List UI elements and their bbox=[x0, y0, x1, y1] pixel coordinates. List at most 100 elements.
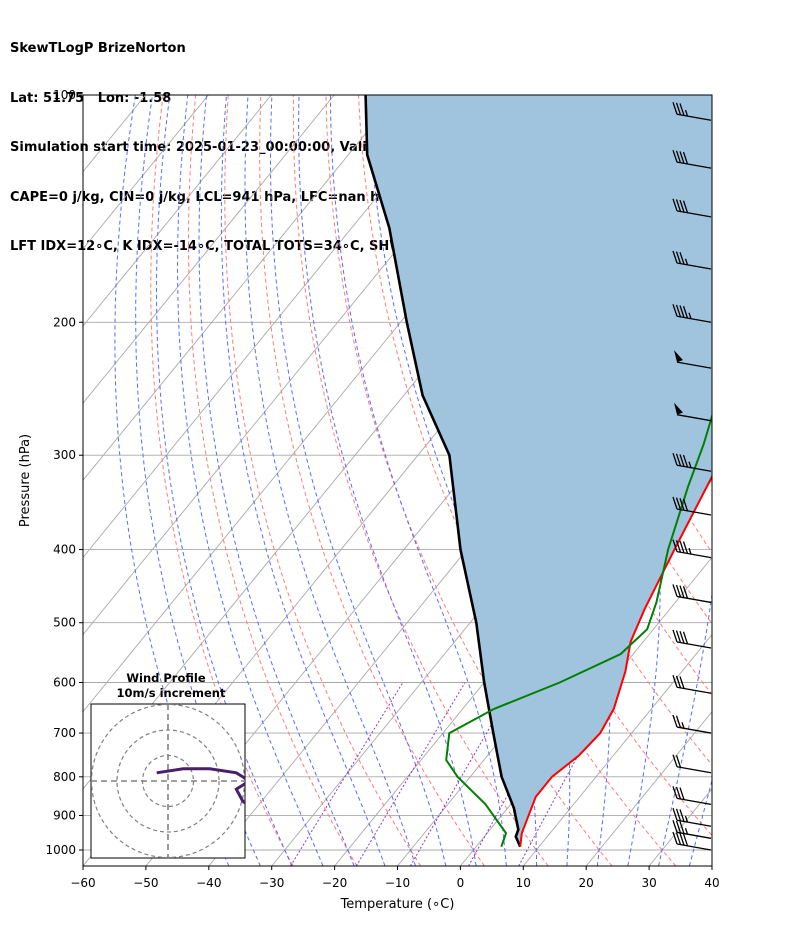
barb-shaft bbox=[676, 831, 712, 839]
barb-feather bbox=[672, 786, 678, 799]
barb-shaft bbox=[676, 595, 712, 604]
barb-shaft bbox=[676, 551, 712, 559]
wind-barb bbox=[672, 539, 712, 559]
barb-feather bbox=[672, 539, 678, 552]
x-tick-label: −40 bbox=[196, 876, 221, 890]
isotherm-line bbox=[585, 710, 712, 866]
moist-adiabat bbox=[720, 95, 794, 866]
barb-shaft bbox=[676, 361, 712, 369]
dry-adiabat bbox=[292, 95, 549, 866]
barb-feather bbox=[675, 755, 682, 768]
moist-adiabat bbox=[198, 95, 355, 866]
barb-feather bbox=[675, 199, 682, 212]
barb-shaft bbox=[676, 766, 712, 774]
y-tick-label: 500 bbox=[53, 616, 76, 630]
location-line: Lat: 51.75 Lon: -1.58 bbox=[10, 90, 172, 106]
temperature-line bbox=[519, 474, 712, 847]
isotherm-line bbox=[83, 95, 335, 404]
barb-half-feather bbox=[684, 258, 689, 266]
barb-feather bbox=[675, 820, 682, 834]
wind-barb bbox=[672, 198, 712, 218]
barb-shaft bbox=[676, 508, 712, 516]
barb-feather bbox=[682, 833, 689, 847]
x-tick-label: 0 bbox=[457, 876, 465, 890]
moist-adiabat bbox=[298, 95, 477, 866]
hodograph-plot bbox=[91, 704, 245, 858]
barb-feather bbox=[672, 304, 678, 317]
isotherm-line bbox=[711, 865, 712, 866]
barb-feather bbox=[679, 103, 685, 116]
barb-half-feather bbox=[684, 827, 689, 835]
barb-feather bbox=[679, 630, 685, 644]
barb-feather bbox=[675, 251, 682, 264]
x-tick-label: 30 bbox=[641, 876, 656, 890]
moist-adiabat bbox=[270, 95, 447, 866]
barb-feather bbox=[672, 584, 678, 597]
mixing-ratio-line bbox=[290, 682, 404, 866]
barb-feather bbox=[672, 675, 678, 688]
barb-feather bbox=[682, 586, 689, 599]
barb-half-feather bbox=[688, 547, 692, 555]
wind-barb bbox=[672, 675, 712, 694]
isotherm-line bbox=[83, 95, 209, 250]
barb-feather bbox=[672, 149, 678, 163]
barb-feather bbox=[672, 831, 678, 845]
barb-feather bbox=[682, 498, 689, 512]
barb-feather bbox=[682, 541, 689, 554]
wind-barb bbox=[672, 102, 712, 121]
barb-feather bbox=[679, 809, 685, 822]
barb-shaft bbox=[676, 210, 712, 218]
barb-feather bbox=[672, 754, 678, 767]
barb-feather bbox=[679, 252, 685, 265]
y-tick-label: 900 bbox=[53, 808, 76, 822]
x-tick-label: −10 bbox=[385, 876, 410, 890]
y-tick-label: 600 bbox=[53, 676, 76, 690]
isotherm-line bbox=[775, 95, 794, 866]
barb-half-feather bbox=[684, 109, 689, 117]
barb-shaft bbox=[676, 843, 712, 851]
isotherm-line bbox=[83, 95, 398, 481]
dry-adiabat bbox=[717, 95, 794, 866]
barb-feather bbox=[672, 714, 678, 728]
wind-barb bbox=[674, 402, 712, 422]
parcel-line bbox=[364, 95, 522, 848]
barb-shaft bbox=[676, 641, 712, 649]
wind-barb bbox=[672, 808, 712, 827]
x-tick-label: 10 bbox=[516, 876, 531, 890]
dry-adiabat bbox=[782, 95, 794, 866]
barb-shaft bbox=[676, 726, 712, 734]
x-tick-label: 40 bbox=[704, 876, 719, 890]
chart-title: SkewTLogP BrizeNorton bbox=[10, 41, 186, 56]
wind-barb bbox=[672, 820, 712, 839]
barb-feather bbox=[679, 498, 685, 511]
barb-feather bbox=[675, 453, 682, 467]
barb-feather bbox=[675, 584, 682, 598]
barb-feather bbox=[672, 820, 678, 833]
x-tick-label: 20 bbox=[579, 876, 594, 890]
barb-feather bbox=[679, 540, 685, 554]
barb-half-feather bbox=[688, 312, 692, 319]
dry-adiabat bbox=[150, 95, 294, 866]
isotherm-line bbox=[83, 95, 272, 327]
barb-shaft bbox=[676, 464, 712, 472]
wind-barb bbox=[672, 496, 712, 516]
barb-feather bbox=[672, 198, 678, 212]
wind-barb bbox=[672, 714, 712, 734]
y-tick-label: 400 bbox=[53, 543, 76, 557]
barb-flag bbox=[674, 402, 683, 415]
barb-feather bbox=[675, 150, 682, 163]
barb-feather bbox=[675, 102, 682, 116]
moist-adiabat bbox=[176, 95, 324, 866]
cin-fill-area bbox=[365, 95, 712, 847]
y-axis-label: Pressure (hPa) bbox=[18, 434, 33, 527]
cin-fill-layer bbox=[365, 95, 712, 847]
dry-adiabat bbox=[325, 95, 613, 866]
y-tick-label: 1000 bbox=[45, 843, 76, 857]
moist-adiabat bbox=[220, 95, 386, 866]
x-tick-label: −30 bbox=[259, 876, 284, 890]
x-axis-label: Temperature (∘C) bbox=[340, 897, 455, 912]
y-tick-label: 300 bbox=[53, 448, 76, 462]
barb-feather bbox=[675, 832, 682, 845]
isotherm-line bbox=[522, 633, 712, 866]
wind-barb bbox=[672, 304, 712, 323]
